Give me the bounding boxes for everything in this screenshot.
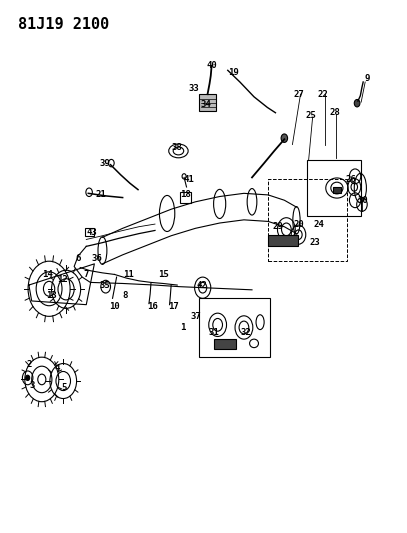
Text: 28: 28 (330, 108, 340, 117)
Text: 8: 8 (122, 291, 127, 300)
Text: 1: 1 (181, 323, 186, 332)
Bar (268, 235, 298, 246)
Text: 21: 21 (95, 190, 106, 199)
Text: 18: 18 (180, 190, 191, 199)
Bar (306, 160, 361, 216)
Text: 37: 37 (190, 312, 201, 321)
Bar (199, 298, 270, 357)
Bar (333, 187, 341, 193)
Text: 4: 4 (55, 364, 60, 373)
Text: 35: 35 (99, 280, 110, 289)
Text: 20: 20 (293, 220, 304, 229)
Bar (214, 339, 236, 349)
Bar (199, 94, 216, 111)
Text: 29: 29 (273, 222, 284, 231)
Text: 7: 7 (83, 270, 89, 279)
Text: 22: 22 (317, 90, 328, 99)
Text: 15: 15 (158, 270, 168, 279)
Text: 40: 40 (206, 61, 217, 69)
Text: 9: 9 (365, 74, 370, 83)
Text: 41: 41 (184, 174, 195, 183)
Text: 34: 34 (200, 100, 211, 109)
Text: 6: 6 (76, 254, 81, 263)
Text: 11: 11 (123, 270, 134, 279)
Text: 38: 38 (172, 143, 183, 152)
Text: 14: 14 (42, 270, 53, 279)
Bar (85, 228, 94, 236)
Text: 30: 30 (358, 196, 369, 205)
Text: 5: 5 (61, 383, 67, 392)
Text: 33: 33 (188, 84, 199, 93)
Text: 12: 12 (57, 275, 68, 284)
Text: 81J19 2100: 81J19 2100 (18, 17, 109, 33)
Text: 36: 36 (91, 254, 102, 263)
Text: 2: 2 (26, 360, 32, 369)
Text: 27: 27 (293, 90, 304, 99)
Text: 24: 24 (313, 220, 324, 229)
Text: 10: 10 (109, 302, 120, 311)
Text: 19: 19 (228, 68, 239, 77)
Text: 43: 43 (87, 228, 98, 237)
Text: 13: 13 (46, 291, 57, 300)
Text: 3: 3 (29, 381, 35, 390)
Bar (180, 192, 190, 203)
Text: 31: 31 (208, 328, 219, 337)
Circle shape (281, 134, 288, 142)
Text: 42: 42 (196, 280, 207, 289)
Text: 16: 16 (148, 302, 158, 311)
Text: 25: 25 (305, 111, 316, 120)
Circle shape (354, 100, 360, 107)
Text: 26: 26 (346, 174, 357, 183)
Text: 23: 23 (309, 238, 320, 247)
Circle shape (26, 375, 30, 381)
Text: 17: 17 (168, 302, 179, 311)
Bar (268, 179, 347, 261)
Text: 32: 32 (241, 328, 251, 337)
Text: 39: 39 (99, 159, 110, 167)
